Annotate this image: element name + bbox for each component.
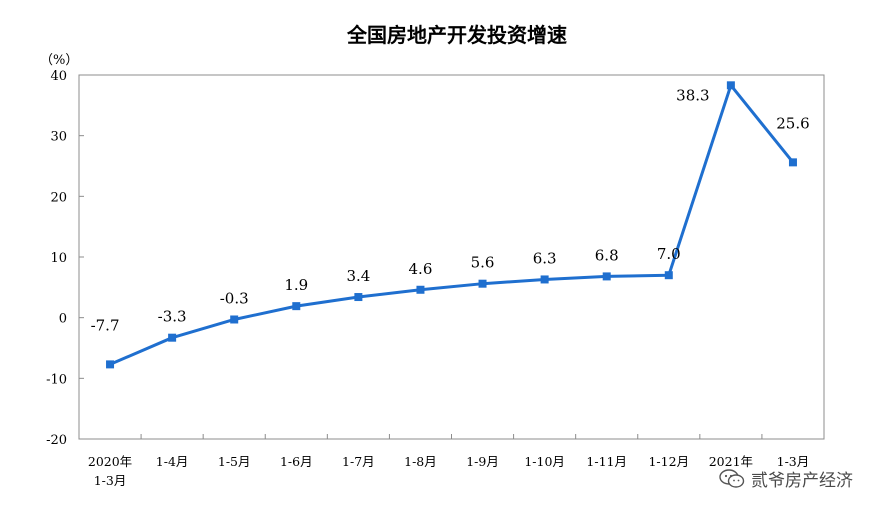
data-label: 3.4 [346, 267, 370, 285]
watermark-text: 贰爷房产经济 [751, 471, 853, 491]
data-point-marker [540, 275, 549, 284]
data-point-marker [726, 81, 735, 90]
data-label: 6.3 [533, 249, 557, 267]
data-label: 4.6 [409, 260, 433, 278]
y-tick-label: 10 [50, 251, 67, 266]
series-line [109, 83, 795, 366]
x-tick-label: 1-12月 [648, 454, 689, 469]
x-tick-label: 2020年 [88, 454, 132, 469]
data-point-marker [354, 293, 363, 302]
x-tick-label: 1-6月 [280, 454, 313, 469]
data-label: 25.6 [776, 114, 809, 132]
data-label: -3.3 [158, 308, 187, 326]
y-tick-label: 40 [50, 69, 67, 84]
data-point-marker [416, 285, 425, 294]
y-tick-label: -10 [46, 372, 67, 387]
x-tick-label: 1-8月 [404, 454, 437, 469]
x-tick-label: 1-11月 [586, 454, 627, 469]
data-label: 38.3 [676, 86, 709, 104]
x-tick-label: 1-10月 [524, 454, 565, 469]
data-label: -7.7 [91, 316, 120, 334]
data-point-marker [292, 302, 301, 311]
data-point-marker [602, 272, 611, 281]
y-axis-unit-label: （%） [40, 53, 78, 68]
y-tick-label: 20 [50, 190, 67, 205]
data-labels: -7.7 -3.3 -0.3 1.9 3.4 4.6 5.6 6.3 6.8 7.0 38.3 25.… [91, 86, 810, 334]
data-point-marker [478, 279, 487, 288]
x-tick-label: 1-3月 [94, 473, 127, 488]
y-axis: 40 30 20 10 0 -10 -20 [46, 69, 84, 448]
data-series [106, 81, 797, 369]
data-label: 6.8 [595, 246, 619, 264]
data-point-marker [788, 158, 797, 167]
x-tick-label: 1-4月 [156, 454, 189, 469]
chart-title: 全国房地产开发投资增速 [346, 23, 567, 47]
data-point-marker [106, 360, 115, 369]
data-label: 1.9 [284, 276, 308, 294]
x-tick-label: 2021年 [709, 454, 753, 469]
data-point-marker [168, 333, 177, 342]
y-tick-label: -20 [46, 433, 67, 448]
data-label: -0.3 [220, 289, 249, 307]
y-tick-label: 30 [50, 130, 67, 145]
data-point-marker [664, 271, 673, 280]
x-tick-label: 1-9月 [466, 454, 499, 469]
data-label: 5.6 [471, 254, 495, 272]
y-tick-label: 0 [59, 312, 67, 327]
data-label: 7.0 [657, 245, 681, 263]
watermark: 贰爷房产经济 [719, 466, 853, 491]
plot-area-frame [78, 74, 825, 440]
data-point-marker [230, 315, 239, 324]
x-tick-label: 1-7月 [342, 454, 375, 469]
x-tick-label: 1-5月 [218, 454, 251, 469]
wechat-icon [719, 468, 745, 489]
x-axis: 2020年 1-3月 1-4月 1-5月 1-6月 1-7月 1-8月 1-9月 1-10月 1-… [88, 434, 809, 488]
x-tick-label: 1-3月 [777, 454, 810, 469]
